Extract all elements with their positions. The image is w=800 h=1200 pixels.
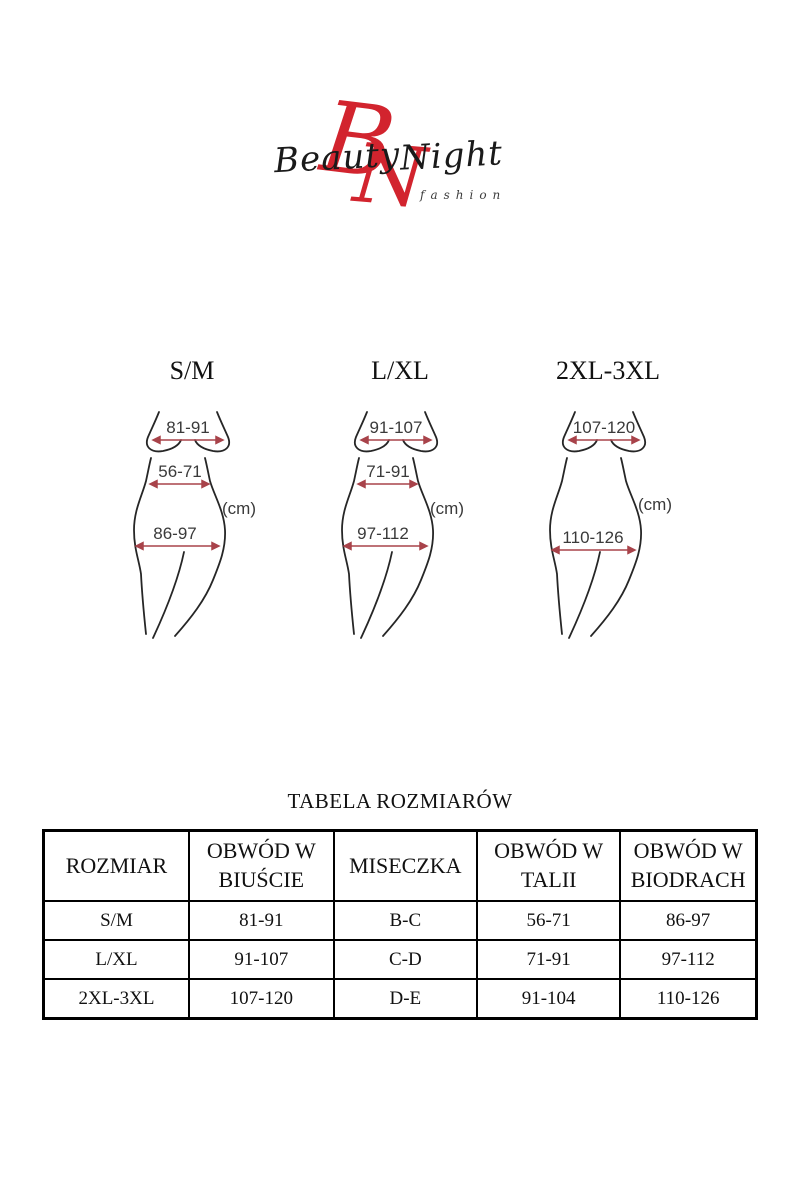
hips-measure: 110-126 xyxy=(562,528,623,547)
figure-title: 2XL-3XL xyxy=(556,356,660,385)
measure-arrows xyxy=(550,435,641,555)
cell-cup: D-E xyxy=(332,978,478,1020)
waist-measure: 56-71 xyxy=(158,462,201,481)
header-rozmiar: ROZMIAR xyxy=(42,829,190,902)
body-outline xyxy=(341,411,438,639)
cell-size: 2XL-3XL xyxy=(42,978,190,1020)
waist-measure: 71-91 xyxy=(366,462,409,481)
header-obwod-biodrach: OBWÓD W BIODRACH xyxy=(619,829,758,902)
size-table-header-row: ROZMIAR OBWÓD W BIUŚCIE MISECZKA OBWÓD W… xyxy=(42,829,758,902)
cell-cup: C-D xyxy=(332,939,478,980)
figure-sm: S/M 81-91 xyxy=(92,356,292,652)
cell-waist: 71-91 xyxy=(475,939,622,980)
unit-label: (cm) xyxy=(638,495,672,514)
unit-label: (cm) xyxy=(430,499,464,518)
logo-word-beauty: Beauty xyxy=(273,134,402,182)
logo-word-fashion: fashion xyxy=(420,188,507,202)
size-table: ROZMIAR OBWÓD W BIUŚCIE MISECZKA OBWÓD W… xyxy=(42,829,758,1020)
body-outline xyxy=(133,411,230,639)
figure-silhouette-svg: 91-107 71-91 97-112 (cm) xyxy=(341,411,464,639)
brand-logo: B N Beauty Night fashion xyxy=(273,80,504,228)
figure-2xl3xl: 2XL-3XL 107-120 110-126 xyxy=(508,356,708,652)
cell-cup: B-C xyxy=(332,900,478,941)
bust-measure: 81-91 xyxy=(166,418,209,437)
cell-waist: 91-104 xyxy=(475,978,622,1020)
cell-bust: 107-120 xyxy=(187,978,335,1020)
figure-silhouette-svg: 81-91 56-71 86-97 (cm) xyxy=(133,411,256,639)
cell-waist: 56-71 xyxy=(475,900,622,941)
cell-hips: 86-97 xyxy=(619,900,758,941)
body-outline xyxy=(549,411,646,639)
unit-label: (cm) xyxy=(222,499,256,518)
figures-row: S/M 81-91 xyxy=(0,356,800,652)
hips-measure: 86-97 xyxy=(153,524,196,543)
logo-word-night: Night xyxy=(399,133,504,179)
measure-arrows xyxy=(134,435,225,551)
size-table-title: TABELA ROZMIARÓW xyxy=(287,789,513,813)
header-obwod-talii: OBWÓD W TALII xyxy=(475,829,622,902)
bust-measure: 91-107 xyxy=(370,418,423,437)
table-row: S/M 81-91 B-C 56-71 86-97 xyxy=(42,900,758,941)
header-obwod-biuscie: OBWÓD W BIUŚCIE xyxy=(187,829,335,902)
cell-bust: 91-107 xyxy=(187,939,335,980)
measure-arrows xyxy=(342,435,433,551)
measure-labels: 107-120 110-126 (cm) xyxy=(562,418,672,547)
figure-lxl: L/XL 91-107 xyxy=(300,356,500,652)
figure-silhouette-svg: 107-120 110-126 (cm) xyxy=(549,411,672,639)
cell-hips: 110-126 xyxy=(619,978,758,1020)
hips-measure: 97-112 xyxy=(357,524,409,543)
cell-hips: 97-112 xyxy=(619,939,758,980)
cell-bust: 81-91 xyxy=(187,900,335,941)
header-miseczka: MISECZKA xyxy=(332,829,478,902)
bust-measure: 107-120 xyxy=(573,418,635,437)
cell-size: S/M xyxy=(42,900,190,941)
table-row: L/XL 91-107 C-D 71-91 97-112 xyxy=(42,939,758,980)
figure-title: L/XL xyxy=(371,356,429,385)
measure-labels: 91-107 71-91 97-112 (cm) xyxy=(357,418,464,543)
table-row: 2XL-3XL 107-120 D-E 91-104 110-126 xyxy=(42,978,758,1020)
figure-title: S/M xyxy=(169,356,215,385)
measure-labels: 81-91 56-71 86-97 (cm) xyxy=(153,418,256,543)
cell-size: L/XL xyxy=(42,939,190,980)
